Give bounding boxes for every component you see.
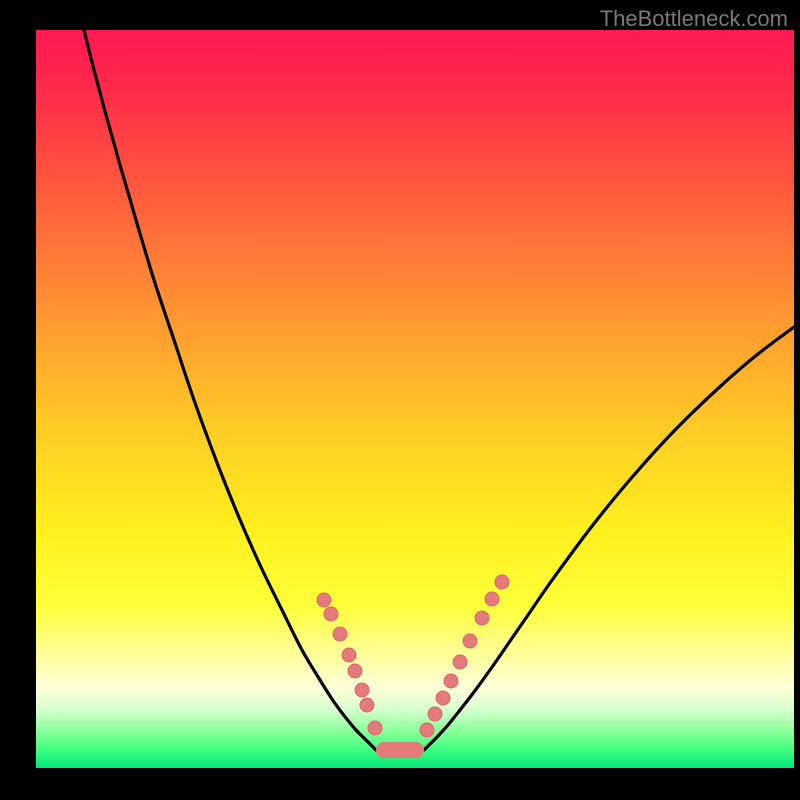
gradient-background bbox=[36, 30, 794, 768]
chart-area bbox=[36, 30, 794, 768]
watermark-text: TheBottleneck.com bbox=[600, 6, 788, 32]
